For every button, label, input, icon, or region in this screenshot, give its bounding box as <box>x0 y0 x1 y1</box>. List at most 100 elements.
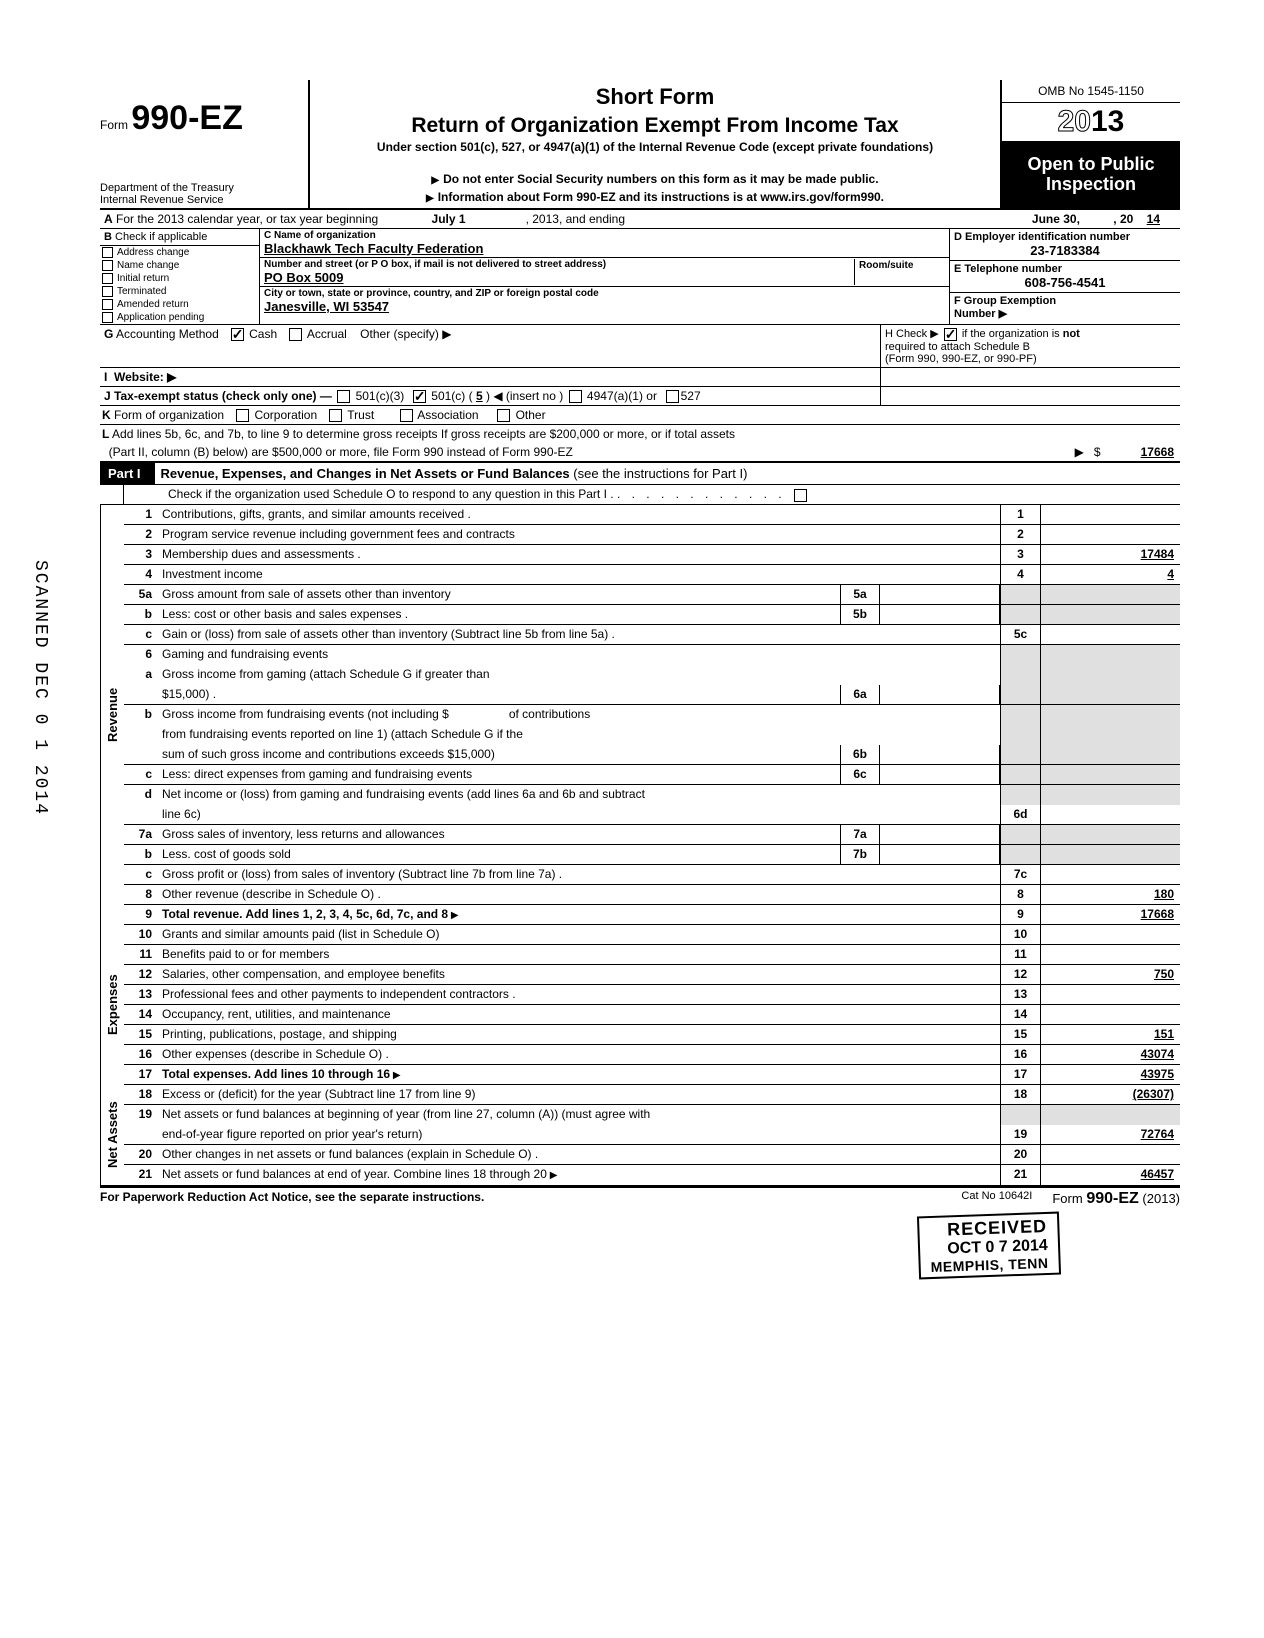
l6c-num: c <box>124 765 158 784</box>
scanned-stamp: SCANNED DEC 0 1 2014 <box>30 560 50 816</box>
row-a-text: For the 2013 calendar year, or tax year … <box>116 212 378 226</box>
note-info: Information about Form 990-EZ and its in… <box>318 190 992 204</box>
inspection-line1: Open to Public <box>1004 155 1178 175</box>
c-room-label: Room/suite <box>855 259 945 272</box>
l5a-num: 5a <box>124 585 158 604</box>
h-text4: required to attach Schedule B <box>885 341 1030 353</box>
l5a-ibox: 5a <box>840 585 880 604</box>
part1-header: Part I Revenue, Expenses, and Changes in… <box>100 462 1180 485</box>
cb-initial-return[interactable]: Initial return <box>100 272 259 285</box>
cb-corp[interactable] <box>236 409 249 422</box>
cb-trust[interactable] <box>329 409 342 422</box>
l21-num: 21 <box>124 1165 158 1185</box>
l7a-num: 7a <box>124 825 158 844</box>
l11-box: 11 <box>1000 945 1040 964</box>
cb-4947[interactable] <box>569 390 582 403</box>
cb-501c3[interactable] <box>337 390 350 403</box>
k-text: Form of organization <box>114 408 224 422</box>
year-outline: 20 <box>1058 105 1091 138</box>
l3-val: 17484 <box>1040 545 1180 564</box>
cb-cash[interactable] <box>231 328 244 341</box>
j-c3: 501(c)(3) <box>356 389 405 403</box>
col-b-text: Check if applicable <box>115 231 207 243</box>
cb-527[interactable] <box>666 390 679 403</box>
cb-other[interactable] <box>497 409 510 422</box>
l11-val <box>1040 945 1180 964</box>
cb-assoc[interactable] <box>400 409 413 422</box>
l7c-desc: Gross profit or (loss) from sales of inv… <box>158 865 1000 884</box>
d-ein-val: 23-7183384 <box>954 243 1176 258</box>
stamp-location: MEMPHIS, TENN <box>931 1255 1049 1275</box>
l10-desc: Grants and similar amounts paid (list in… <box>158 925 1000 944</box>
l12-num: 12 <box>124 965 158 984</box>
l6b-desc2: of contributions <box>509 707 590 721</box>
part1-check-row: Check if the organization used Schedule … <box>100 485 1180 505</box>
k-assoc: Association <box>417 408 478 422</box>
part1-label: Part I <box>100 463 155 484</box>
l6b-num: b <box>124 705 158 725</box>
c-city-label: City or town, state or province, country… <box>264 288 945 299</box>
cb-address-change[interactable]: Address change <box>100 246 259 259</box>
l21-desc: Net assets or fund balances at end of ye… <box>162 1167 547 1181</box>
row-i: I Website: ▶ <box>100 368 1180 387</box>
l9-box: 9 <box>1000 905 1040 924</box>
row-a-end-date: June 30, <box>1032 212 1080 226</box>
k-corp: Corporation <box>254 408 317 422</box>
vside-netassets: Net Assets <box>100 1085 124 1185</box>
cb-name-change[interactable]: Name change <box>100 259 259 272</box>
title-return: Return of Organization Exempt From Incom… <box>318 114 992 138</box>
cb-terminated[interactable]: Terminated <box>100 285 259 298</box>
l15-desc: Printing, publications, postage, and shi… <box>158 1025 1000 1044</box>
g-other: Other (specify) ▶ <box>360 327 451 341</box>
dept-line2: Internal Revenue Service <box>100 194 302 206</box>
l6a-num: a <box>124 665 158 685</box>
d-group-label: F Group Exemption <box>954 295 1176 307</box>
row-a-end-prefix: , 20 <box>1113 212 1133 226</box>
section-bcd: B Check if applicable Address change Nam… <box>100 229 1180 325</box>
l4-num: 4 <box>124 565 158 584</box>
l6d-num: d <box>124 785 158 805</box>
cb-501c[interactable] <box>413 390 426 403</box>
l21-box: 21 <box>1000 1165 1040 1185</box>
header-center: Short Form Return of Organization Exempt… <box>310 80 1000 208</box>
omb-number: OMB No 1545-1150 <box>1002 80 1180 103</box>
l11-num: 11 <box>124 945 158 964</box>
l18-desc: Excess or (deficit) for the year (Subtra… <box>158 1085 1000 1104</box>
g-text: Accounting Method <box>116 327 219 341</box>
row-l2: (Part II, column (B) below) are $500,000… <box>100 443 1180 462</box>
cb-amended[interactable]: Amended return <box>100 298 259 311</box>
l7b-desc: Less. cost of goods sold <box>158 845 840 864</box>
cb-schedule-b[interactable] <box>944 328 957 341</box>
l5b-ibox: 5b <box>840 605 880 624</box>
l16-box: 16 <box>1000 1045 1040 1064</box>
l7c-num: c <box>124 865 158 884</box>
l-arrow: ▶ <box>1075 445 1084 459</box>
l13-num: 13 <box>124 985 158 1004</box>
l1-desc: Contributions, gifts, grants, and simila… <box>158 505 1000 524</box>
l19-val: 72764 <box>1040 1125 1180 1144</box>
l18-val: (26307) <box>1040 1085 1180 1104</box>
cb-schedule-o[interactable] <box>794 489 807 502</box>
l19-desc2: end-of-year figure reported on prior yea… <box>158 1125 1000 1144</box>
l6b-desc1: Gross income from fundraising events (no… <box>162 707 449 721</box>
l5a-desc: Gross amount from sale of assets other t… <box>158 585 840 604</box>
row-a-end-year: 14 <box>1147 212 1160 226</box>
l20-box: 20 <box>1000 1145 1040 1164</box>
l5c-box: 5c <box>1000 625 1040 644</box>
l9-num: 9 <box>124 905 158 924</box>
l8-num: 8 <box>124 885 158 904</box>
l14-desc: Occupancy, rent, utilities, and maintena… <box>158 1005 1000 1024</box>
c-street-val: PO Box 5009 <box>264 270 854 285</box>
cb-pending[interactable]: Application pending <box>100 311 259 324</box>
l7b-num: b <box>124 845 158 864</box>
l-dollar: $ <box>1094 445 1101 459</box>
l6c-desc: Less: direct expenses from gaming and fu… <box>158 765 840 784</box>
l7c-val <box>1040 865 1180 884</box>
l9-desc: Total revenue. Add lines 1, 2, 3, 4, 5c,… <box>162 907 448 921</box>
row-a-mid: , 2013, and ending <box>526 212 625 226</box>
l7c-box: 7c <box>1000 865 1040 884</box>
l8-desc: Other revenue (describe in Schedule O) . <box>158 885 1000 904</box>
expenses-section: Expenses 10Grants and similar amounts pa… <box>100 925 1180 1085</box>
cb-accrual[interactable] <box>289 328 302 341</box>
l6b-desc4: sum of such gross income and contributio… <box>158 745 840 764</box>
